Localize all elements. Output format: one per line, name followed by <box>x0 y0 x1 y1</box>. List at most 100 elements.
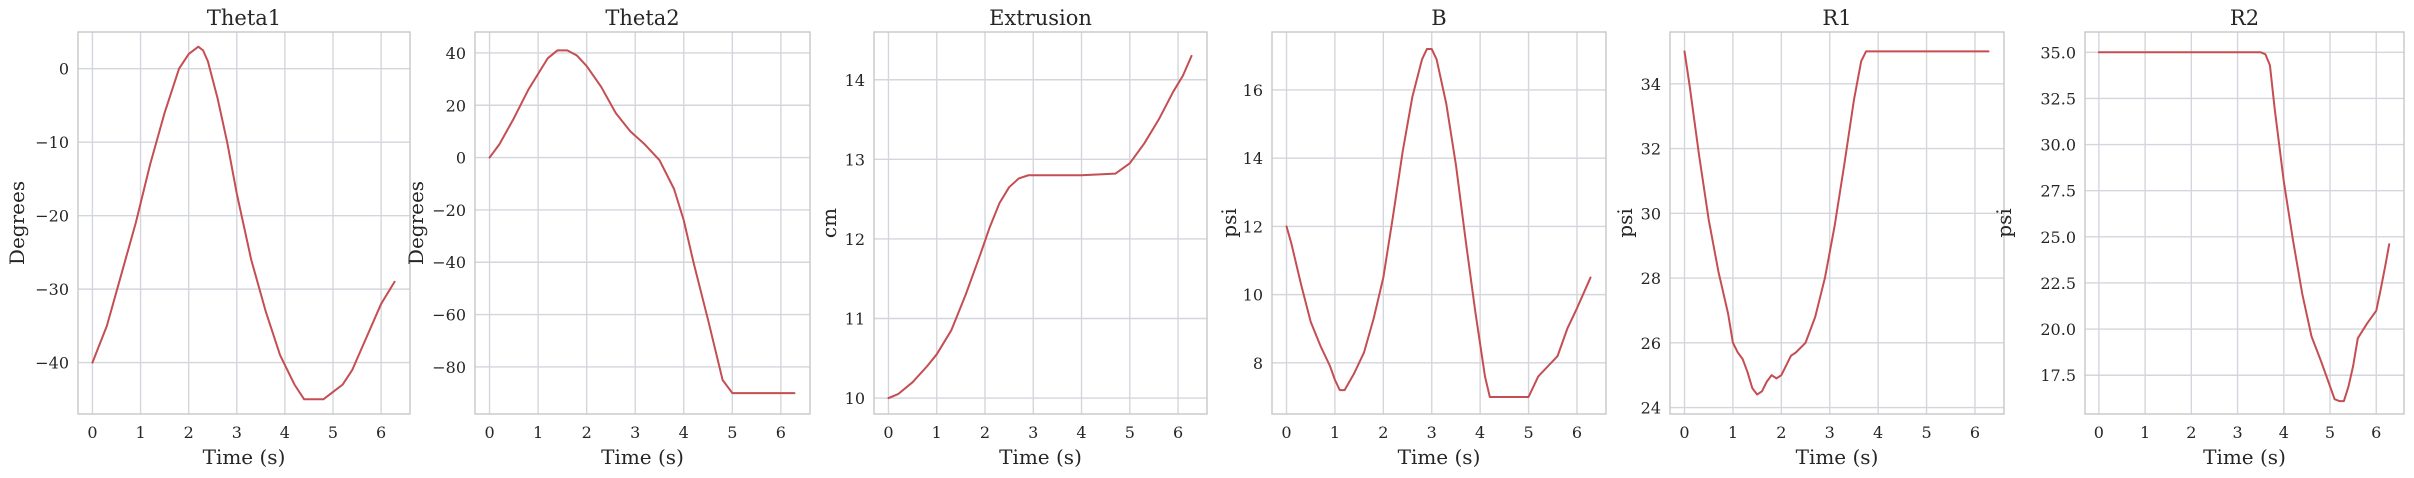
x-axis-label: Time (s) <box>2203 445 2286 469</box>
y-axis-label: psi <box>1613 208 1637 237</box>
series-line <box>488 49 796 395</box>
x-tick-label: 1 <box>1330 423 1340 442</box>
y-tick-label: 0 <box>59 60 69 79</box>
y-tick-label: −40 <box>432 253 466 272</box>
x-tick-label: 5 <box>2325 423 2335 442</box>
x-tick-label: 5 <box>1921 423 1931 442</box>
plot-frame <box>2084 31 2405 415</box>
x-tick-label: 6 <box>1970 423 1980 442</box>
y-tick-label: −20 <box>432 201 466 220</box>
y-tick-label: 24 <box>1641 399 1661 418</box>
x-tick-label: 5 <box>328 423 338 442</box>
y-tick-label: 22.5 <box>2040 274 2076 293</box>
x-tick-label: 4 <box>280 423 290 442</box>
x-tick-label: 6 <box>1572 423 1582 442</box>
series-line <box>887 54 1193 400</box>
y-tick-label: 13 <box>845 150 865 169</box>
y-tick-label: 8 <box>1253 354 1263 373</box>
y-tick-label: −60 <box>432 306 466 325</box>
chart-title: R2 <box>2230 6 2259 30</box>
chart-panel-2: 0 1 2 3 4 5 6 40 20 0 −20 −40 −60 −80 Theta2 Time (s) De… <box>404 6 811 469</box>
x-tick-label: 3 <box>1825 423 1835 442</box>
x-tick-label: 4 <box>1873 423 1883 442</box>
x-tick-label: 3 <box>1427 423 1437 442</box>
x-tick-label: 4 <box>679 423 689 442</box>
x-tick-label: 2 <box>1776 423 1786 442</box>
x-tick-label: 1 <box>135 423 145 442</box>
y-axis-label: cm <box>817 208 841 238</box>
y-tick-label: 30.0 <box>2040 136 2076 155</box>
x-tick-label: 5 <box>727 423 737 442</box>
x-tick-label: 3 <box>630 423 640 442</box>
x-tick-label: 0 <box>2094 423 2104 442</box>
plot-frame <box>1669 31 2005 415</box>
chart-title: R1 <box>1822 6 1851 30</box>
y-tick-label: 20 <box>446 96 466 115</box>
x-tick-label: 0 <box>883 423 893 442</box>
y-axis-label: Degrees <box>404 181 428 265</box>
y-tick-label: −20 <box>35 207 69 226</box>
y-tick-label: 10 <box>845 389 865 408</box>
y-axis-label: psi <box>1217 208 1241 237</box>
x-tick-label: 3 <box>2232 423 2242 442</box>
y-tick-label: 14 <box>845 71 865 90</box>
x-tick-label: 2 <box>582 423 592 442</box>
x-axis-label: Time (s) <box>601 445 684 469</box>
y-tick-label: 12 <box>845 230 865 249</box>
x-axis-label: Time (s) <box>999 445 1082 469</box>
x-tick-label: 4 <box>2279 423 2289 442</box>
x-tick-label: 5 <box>1523 423 1533 442</box>
x-tick-label: 1 <box>2140 423 2150 442</box>
x-tick-label: 3 <box>1028 423 1038 442</box>
y-tick-label: 25.0 <box>2040 228 2076 247</box>
x-tick-label: 5 <box>1125 423 1135 442</box>
y-tick-label: 11 <box>845 310 865 329</box>
x-tick-label: 6 <box>1173 423 1183 442</box>
x-tick-label: 6 <box>776 423 786 442</box>
x-tick-label: 1 <box>932 423 942 442</box>
y-tick-label: 28 <box>1641 269 1661 288</box>
y-tick-label: 0 <box>456 149 466 168</box>
y-axis-label: psi <box>1992 208 2016 237</box>
series-line <box>2097 51 2391 403</box>
y-tick-label: 35.0 <box>2040 43 2076 62</box>
chart-title: Theta2 <box>605 6 679 30</box>
y-tick-label: 16 <box>1243 81 1263 100</box>
x-tick-label: 6 <box>376 423 386 442</box>
y-tick-label: 34 <box>1641 75 1661 94</box>
y-tick-label: −80 <box>432 358 466 377</box>
y-tick-label: 32 <box>1641 140 1661 159</box>
chart-panel-6: 0 1 2 3 4 5 6 35.0 32.5 30.0 27.5 25.0 22.5 20.0 17.5 R… <box>1992 6 2405 469</box>
y-tick-label: 40 <box>446 44 466 63</box>
x-tick-label: 1 <box>1728 423 1738 442</box>
x-tick-label: 2 <box>980 423 990 442</box>
x-tick-label: 6 <box>2371 423 2381 442</box>
chart-title: Extrusion <box>989 6 1092 30</box>
y-axis-label: Degrees <box>5 181 29 265</box>
chart-panel-1: 0 1 2 3 4 5 6 0 −10 −20 −30 −40 Theta1 Time (s) Degree… <box>5 6 411 469</box>
y-tick-label: 12 <box>1243 217 1263 236</box>
x-axis-label: Time (s) <box>1398 445 1481 469</box>
y-tick-label: 30 <box>1641 204 1661 223</box>
series-line <box>91 45 396 401</box>
plot-frame <box>474 31 811 415</box>
y-tick-label: 10 <box>1243 286 1263 305</box>
chart-title: Theta1 <box>207 6 281 30</box>
x-tick-label: 0 <box>1281 423 1291 442</box>
x-tick-label: 2 <box>2186 423 2196 442</box>
y-tick-label: 26 <box>1641 334 1661 353</box>
y-tick-label: 17.5 <box>2040 366 2076 385</box>
y-tick-label: −40 <box>35 354 69 373</box>
y-tick-label: −30 <box>35 280 69 299</box>
chart-title: B <box>1431 6 1446 30</box>
y-tick-label: 14 <box>1243 149 1263 168</box>
y-tick-label: −10 <box>35 133 69 152</box>
x-tick-label: 0 <box>1679 423 1689 442</box>
series-line <box>1285 48 1592 398</box>
y-tick-label: 32.5 <box>2040 89 2076 108</box>
x-tick-label: 2 <box>1378 423 1388 442</box>
x-axis-label: Time (s) <box>203 445 286 469</box>
